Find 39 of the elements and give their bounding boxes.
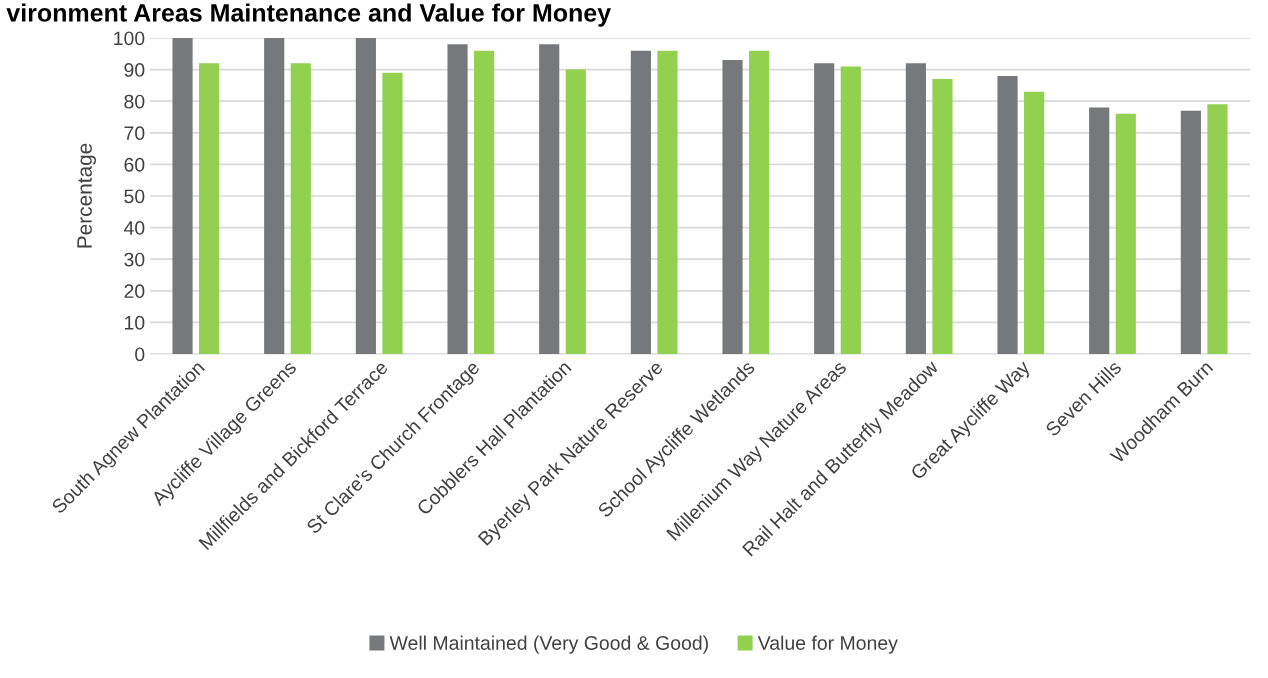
- bar: [1024, 91, 1045, 354]
- bar: [1207, 104, 1228, 354]
- bar: [447, 44, 468, 354]
- y-tick-label: 70: [124, 126, 145, 141]
- y-tick-label: 30: [124, 252, 145, 267]
- bar: [1089, 107, 1110, 354]
- bar: [539, 44, 560, 354]
- bar: [722, 60, 743, 354]
- y-tick-label: 10: [125, 315, 145, 330]
- bar: [630, 50, 651, 354]
- bar: [172, 38, 193, 354]
- legend-label: Value for Money: [757, 635, 898, 654]
- bar: [932, 79, 953, 354]
- y-tick-label: 40: [123, 221, 145, 235]
- bar: [355, 38, 376, 354]
- y-tick-label: 60: [124, 157, 145, 172]
- bar: [840, 66, 861, 354]
- y-tick-label: 100: [114, 31, 145, 46]
- bar: [1115, 113, 1136, 354]
- y-tick-label: 20: [124, 284, 145, 299]
- bar: [1180, 110, 1201, 354]
- y-tick-label: 90: [124, 63, 145, 77]
- bar: [565, 69, 586, 354]
- legend-label: Well Maintained (Very Good & Good): [389, 635, 708, 654]
- bar: [199, 63, 220, 354]
- y-tick-label: 80: [124, 94, 145, 109]
- bar: [290, 63, 311, 354]
- y-tick-label: 50: [124, 189, 145, 204]
- bar: [264, 38, 285, 354]
- bar: [474, 50, 495, 354]
- bar: [814, 63, 835, 354]
- bar: [997, 75, 1018, 354]
- bar: [382, 72, 403, 354]
- bar: [905, 63, 926, 354]
- y-axis-title: Percentage: [77, 143, 97, 248]
- y-tick-label: 0: [135, 347, 145, 362]
- bar: [749, 50, 770, 354]
- chart-title: vironment Areas Maintenance and Value for Money: [6, 3, 611, 27]
- bar: [657, 50, 678, 354]
